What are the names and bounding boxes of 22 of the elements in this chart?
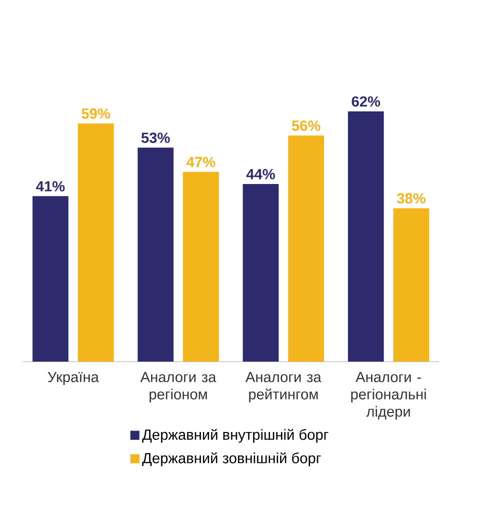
data-label: 47%	[186, 156, 216, 168]
x-tick-label: Аналоги - регіональні лідери	[351, 372, 426, 420]
bar	[183, 172, 219, 362]
x-tick-label: Україна	[48, 372, 99, 386]
data-label: 53%	[142, 132, 170, 143]
bar	[288, 136, 324, 362]
data-label: 56%	[292, 120, 320, 131]
bar	[32, 196, 69, 362]
data-label: 44%	[246, 169, 276, 180]
bar	[78, 123, 114, 362]
bar	[138, 148, 174, 362]
bar	[393, 208, 430, 362]
x-tick-label: Аналоги за рейтингом	[246, 372, 322, 402]
bar	[242, 184, 279, 362]
data-label: 59%	[82, 108, 110, 119]
data-label: 62%	[352, 96, 380, 107]
data-label: 38%	[397, 193, 426, 204]
data-label: 41%	[36, 181, 65, 192]
bar	[348, 111, 384, 362]
legend-label: Державний зовнішній борг	[142, 452, 321, 466]
legend-label: Державний внутрішній борг	[142, 428, 328, 443]
x-tick-label: Аналоги за регіоном	[140, 372, 216, 402]
